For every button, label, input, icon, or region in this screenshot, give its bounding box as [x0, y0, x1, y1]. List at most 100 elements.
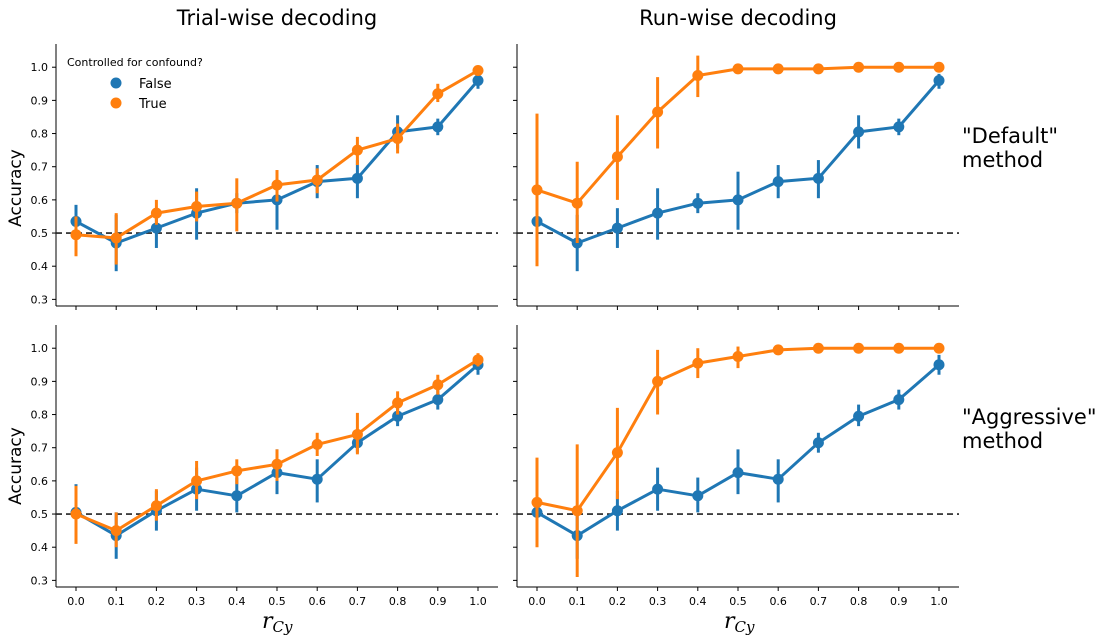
column-title-trial-wise: Trial-wise decoding [176, 6, 377, 30]
data-point-true [853, 61, 865, 73]
y-tick-label: 0.8 [31, 128, 49, 141]
data-point-true [531, 496, 543, 508]
x-tick-label: 0.6 [769, 595, 787, 608]
data-point-false [732, 194, 744, 206]
legend-label-true: True [138, 97, 167, 112]
data-point-false [150, 222, 162, 234]
data-point-true [652, 106, 664, 118]
data-point-true [812, 342, 824, 354]
x-tick-label: 0.8 [389, 595, 407, 608]
y-tick-label: 0.4 [31, 260, 49, 273]
y-tick-label: 0.9 [31, 375, 49, 388]
data-point-true [472, 354, 484, 366]
y-tick-label: 0.6 [31, 194, 49, 207]
data-point-true [772, 344, 784, 356]
data-point-true [351, 428, 363, 440]
row-title-default-line2: method [962, 148, 1043, 172]
panels: 0.30.40.50.60.70.80.91.00.30.40.50.60.70… [31, 44, 959, 608]
row-title-default-line1: "Default" [962, 124, 1058, 148]
y-tick-label: 0.3 [31, 574, 49, 587]
data-point-false [311, 473, 323, 485]
row-title-aggressive-line2: method [962, 429, 1043, 453]
data-point-false [392, 410, 404, 422]
data-point-true [70, 229, 82, 241]
data-point-true [271, 458, 283, 470]
data-point-true [692, 70, 704, 82]
data-point-true [893, 342, 905, 354]
data-point-false [853, 410, 865, 422]
x-tick-label: 0.9 [890, 595, 908, 608]
x-tick-label: 0.3 [188, 595, 206, 608]
data-point-false [772, 176, 784, 188]
data-point-false [893, 121, 905, 133]
data-point-false [432, 121, 444, 133]
data-point-false [692, 197, 704, 209]
legend-marker-true [110, 97, 122, 109]
y-tick-label: 1.0 [31, 342, 49, 355]
x-axis-label-right: rCy [724, 609, 755, 636]
x-tick-label: 0.8 [850, 595, 868, 608]
x-tick-label: 1.0 [930, 595, 948, 608]
y-tick-label: 0.5 [31, 508, 49, 521]
data-point-true [933, 61, 945, 73]
data-point-true [150, 207, 162, 219]
y-tick-label: 0.3 [31, 293, 49, 306]
x-tick-label: 0.7 [810, 595, 828, 608]
x-tick-label: 0.1 [568, 595, 586, 608]
x-tick-label: 0.4 [689, 595, 707, 608]
x-tick-label: 0.4 [228, 595, 246, 608]
data-point-true [110, 525, 122, 537]
y-tick-label: 0.7 [31, 161, 49, 174]
data-point-false [432, 394, 444, 406]
panel-r1-c1: 0.0 0.1 0.2 0.3 0.4 0.5 0.6 0.7 0.8 0.9 1.0 [513, 325, 959, 608]
y-tick-label: 0.5 [31, 227, 49, 240]
data-point-true [652, 375, 664, 387]
y-tick-label: 0.9 [31, 94, 49, 107]
y-tick-label: 0.7 [31, 442, 49, 455]
data-point-true [933, 342, 945, 354]
x-tick-label: 0.5 [729, 595, 747, 608]
data-point-true [432, 88, 444, 100]
data-point-true [392, 133, 404, 145]
data-point-false [933, 74, 945, 86]
legend: Controlled for confound? False True [67, 56, 203, 112]
data-point-true [311, 174, 323, 186]
data-point-true [271, 179, 283, 191]
data-point-false [611, 505, 623, 517]
data-point-true [611, 447, 623, 459]
x-tick-label: 0.2 [609, 595, 627, 608]
y-tick-label: 1.0 [31, 61, 49, 74]
data-point-true [231, 465, 243, 477]
x-tick-label: 0.0 [528, 595, 546, 608]
x-tick-label: 0.5 [268, 595, 286, 608]
data-point-true [531, 184, 543, 196]
data-point-true [231, 197, 243, 209]
x-tick-label: 0.1 [107, 595, 125, 608]
data-point-true [70, 508, 82, 520]
column-title-run-wise: Run-wise decoding [639, 6, 837, 30]
x-tick-label: 0.2 [148, 595, 166, 608]
y-tick-label: 0.4 [31, 541, 49, 554]
data-point-false [933, 359, 945, 371]
panel-r0-c0: 0.3 0.4 0.5 0.6 0.7 0.8 0.9 1.0 [31, 44, 498, 310]
panel-r0-c1 [513, 44, 959, 310]
x-tick-label: 0.6 [308, 595, 326, 608]
x-tick-label: 0.9 [429, 595, 447, 608]
data-point-false [812, 172, 824, 184]
data-point-true [732, 351, 744, 363]
legend-label-false: False [139, 77, 172, 92]
data-point-true [571, 197, 583, 209]
row-title-aggressive-line1: "Aggressive" [962, 405, 1097, 429]
data-point-false [652, 207, 664, 219]
data-point-false [611, 222, 623, 234]
data-point-false [692, 490, 704, 502]
data-point-false [812, 437, 824, 449]
data-point-true [392, 397, 404, 409]
x-tick-label: 0.7 [349, 595, 367, 608]
data-point-true [772, 63, 784, 75]
data-point-true [110, 232, 122, 244]
legend-marker-false [110, 77, 122, 89]
data-point-true [571, 505, 583, 517]
series-line-true [75, 358, 479, 533]
